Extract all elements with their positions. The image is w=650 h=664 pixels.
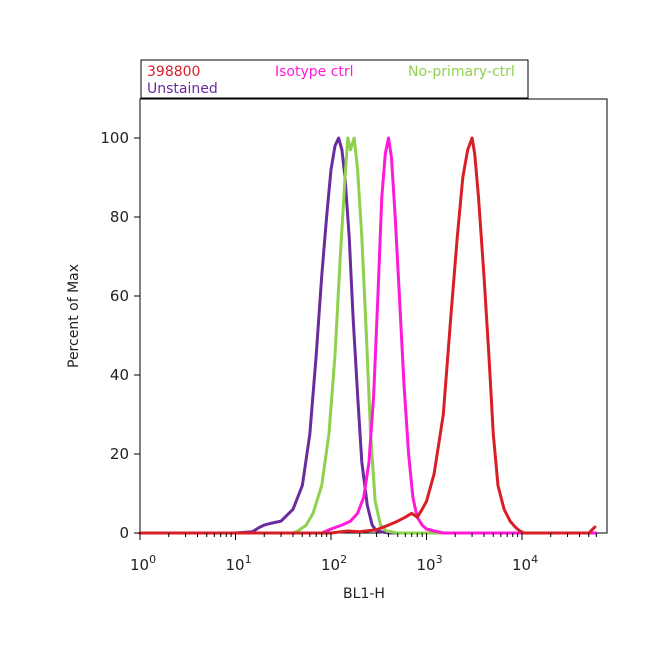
x-tick-label: 100: [130, 553, 156, 574]
series-line-unstained: [138, 136, 598, 535]
y-tick-label: 40: [110, 366, 129, 384]
y-tick-label: 60: [110, 287, 129, 305]
series-line-isotype-ctrl: [138, 136, 598, 535]
y-tick-label: 100: [100, 129, 129, 147]
x-tick-label: 104: [512, 553, 538, 574]
x-tick-label: 102: [321, 553, 347, 574]
legend-label-398800: 398800: [147, 64, 200, 80]
y-tick-label: 80: [110, 208, 129, 226]
series-line-no-primary-ctrl: [138, 136, 598, 535]
legend-label-unstained: Unstained: [147, 81, 218, 97]
legend: 398800 Isotype ctrl No-primary-ctrl Unst…: [140, 59, 529, 99]
legend-box: [140, 59, 529, 99]
y-tick-label: 0: [119, 524, 129, 542]
x-axis-title: BL1-H: [343, 586, 385, 602]
x-tick-label: 103: [417, 553, 443, 574]
y-tick-label: 20: [110, 445, 129, 463]
x-tick-label: 101: [226, 553, 252, 574]
plot-frame: [139, 98, 608, 534]
series-group: [138, 136, 598, 535]
legend-label-isotype-ctrl: Isotype ctrl: [275, 64, 354, 80]
legend-label-no-primary-ctrl: No-primary-ctrl: [408, 64, 515, 80]
axis-ticks: 0 20 40 60 80 100 100 101 102 103 104: [100, 129, 597, 574]
y-axis-title: Percent of Max: [66, 264, 82, 368]
series-line-398800: [138, 136, 597, 535]
